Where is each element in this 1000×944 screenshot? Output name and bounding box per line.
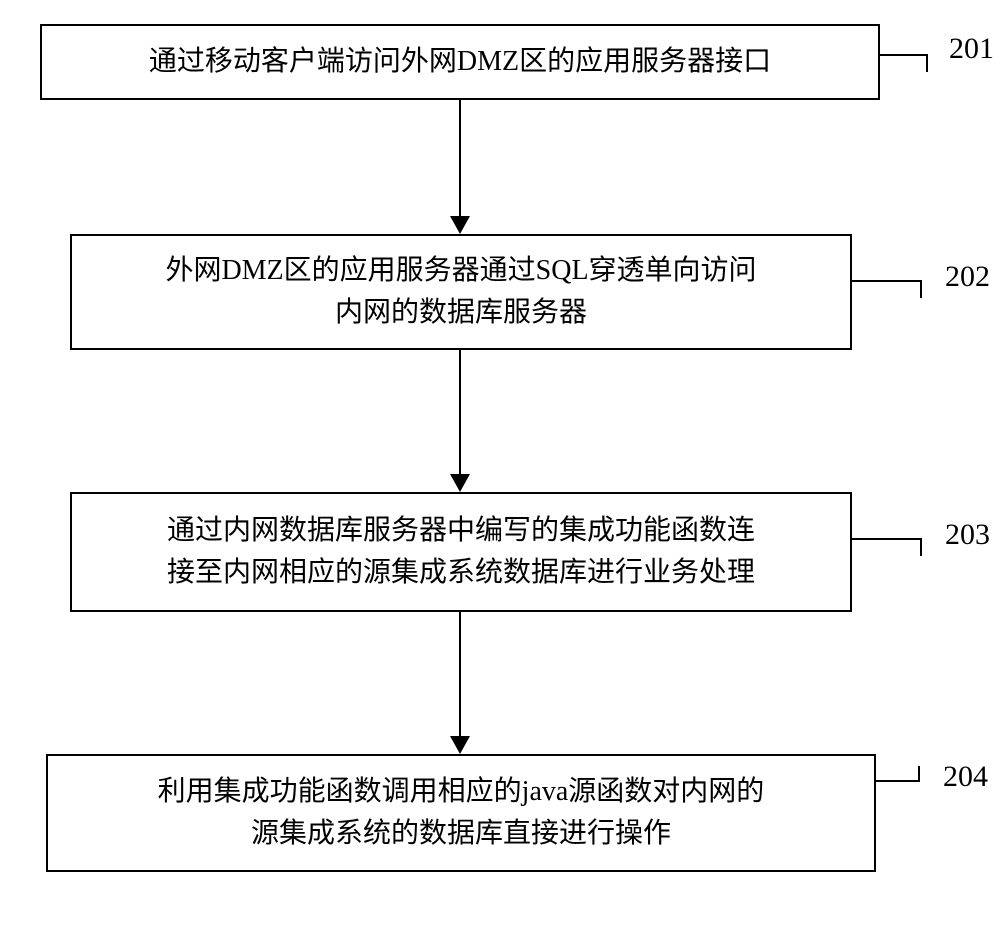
flow-node-4: 利用集成功能函数调用相应的java源函数对内网的 源集成系统的数据库直接进行操作…: [46, 754, 876, 872]
node-4-line1: 利用集成功能函数调用相应的java源函数对内网的: [158, 776, 765, 807]
flowchart-container: 通过移动客户端访问外网DMZ区的应用服务器接口 201 外网DMZ区的应用服务器…: [40, 24, 960, 872]
leader-4-hook: [918, 766, 920, 782]
leader-1: [878, 54, 928, 56]
node-4-text: 利用集成功能函数调用相应的java源函数对内网的 源集成系统的数据库直接进行操作: [138, 761, 785, 865]
leader-4: [874, 780, 920, 782]
leader-3: [850, 538, 922, 540]
flow-node-1: 通过移动客户端访问外网DMZ区的应用服务器接口 201: [40, 24, 880, 100]
node-3-line1: 通过内网数据库服务器中编写的集成功能函数连: [167, 515, 755, 546]
flow-node-3: 通过内网数据库服务器中编写的集成功能函数连 接至内网相应的源集成系统数据库进行业…: [70, 492, 852, 612]
node-4-line2: 源集成系统的数据库直接进行操作: [251, 818, 671, 849]
leader-1-hook: [926, 54, 928, 72]
arrow-3-wrap: [70, 612, 850, 754]
node-3-text: 通过内网数据库服务器中编写的集成功能函数连 接至内网相应的源集成系统数据库进行业…: [147, 500, 775, 604]
arrow-2: [450, 350, 470, 492]
label-204: 204: [943, 760, 988, 794]
label-201: 201: [949, 32, 994, 66]
node-2-text: 外网DMZ区的应用服务器通过SQL穿透单向访问 内网的数据库服务器: [145, 240, 776, 344]
arrow-3: [450, 612, 470, 754]
flow-node-2: 外网DMZ区的应用服务器通过SQL穿透单向访问 内网的数据库服务器 202: [70, 234, 852, 350]
node-2-line1: 外网DMZ区的应用服务器通过SQL穿透单向访问: [165, 255, 756, 286]
arrow-1-wrap: [70, 100, 850, 234]
arrow-1: [450, 100, 470, 234]
leader-3-hook: [920, 538, 922, 556]
leader-2-hook: [920, 280, 922, 298]
label-202: 202: [945, 260, 990, 294]
leader-2: [850, 280, 922, 282]
node-3-line2: 接至内网相应的源集成系统数据库进行业务处理: [167, 557, 755, 588]
node-2-line2: 内网的数据库服务器: [335, 297, 587, 328]
node-1-text: 通过移动客户端访问外网DMZ区的应用服务器接口: [129, 31, 791, 93]
label-203: 203: [945, 518, 990, 552]
arrow-2-wrap: [70, 350, 850, 492]
